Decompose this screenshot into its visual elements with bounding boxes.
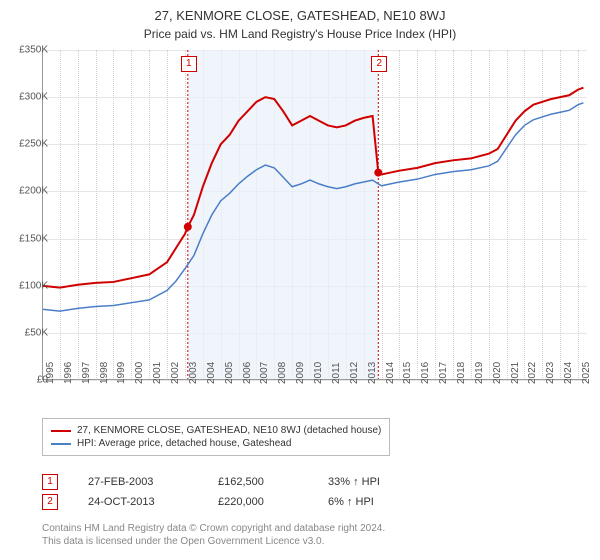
- y-tick-label: £150K: [19, 233, 48, 244]
- y-tick-label: £200K: [19, 186, 48, 197]
- x-tick-label: 2023: [545, 362, 556, 384]
- sale-date-2: 24-OCT-2013: [88, 496, 188, 508]
- x-tick-label: 2017: [438, 362, 449, 384]
- y-tick-label: £350K: [19, 45, 48, 56]
- sale-date-1: 27-FEB-2003: [88, 476, 188, 488]
- chart-title: 27, KENMORE CLOSE, GATESHEAD, NE10 8WJ: [0, 0, 600, 23]
- x-tick-label: 2022: [527, 362, 538, 384]
- x-tick-label: 2016: [420, 362, 431, 384]
- legend-item: 27, KENMORE CLOSE, GATESHEAD, NE10 8WJ (…: [51, 425, 381, 436]
- plot-area: 12: [42, 50, 587, 380]
- x-tick-label: 2024: [563, 362, 574, 384]
- x-tick-label: 2006: [242, 362, 253, 384]
- x-tick-label: 1995: [45, 362, 56, 384]
- x-tick-label: 2020: [492, 362, 503, 384]
- footer-line-2: This data is licensed under the Open Gov…: [42, 535, 385, 548]
- x-tick-label: 2010: [313, 362, 324, 384]
- sale-marker-2: 2: [42, 494, 58, 510]
- legend-label-1: HPI: Average price, detached house, Gate…: [77, 438, 291, 449]
- x-tick-label: 2009: [295, 362, 306, 384]
- sale-price-1: £162,500: [218, 476, 298, 488]
- x-tick-label: 2019: [474, 362, 485, 384]
- sale-price-2: £220,000: [218, 496, 298, 508]
- footer-line-1: Contains HM Land Registry data © Crown c…: [42, 522, 385, 535]
- sale-marker-box-2: 2: [371, 56, 387, 72]
- chart-subtitle: Price paid vs. HM Land Registry's House …: [0, 23, 600, 45]
- legend-label-0: 27, KENMORE CLOSE, GATESHEAD, NE10 8WJ (…: [77, 425, 381, 436]
- x-tick-label: 1999: [116, 362, 127, 384]
- chart-container: 27, KENMORE CLOSE, GATESHEAD, NE10 8WJ P…: [0, 0, 600, 560]
- x-tick-label: 2014: [385, 362, 396, 384]
- x-tick-label: 2001: [152, 362, 163, 384]
- svg-layer: [42, 50, 587, 380]
- sale-pct-1: 33% ↑ HPI: [328, 476, 418, 488]
- x-tick-label: 2018: [456, 362, 467, 384]
- legend-swatch-0: [51, 430, 71, 432]
- x-tick-label: 2002: [170, 362, 181, 384]
- x-tick-label: 2012: [349, 362, 360, 384]
- x-tick-label: 2025: [581, 362, 592, 384]
- sale-pct-2: 6% ↑ HPI: [328, 496, 418, 508]
- y-tick-label: £250K: [19, 139, 48, 150]
- x-tick-label: 2011: [331, 362, 342, 384]
- legend: 27, KENMORE CLOSE, GATESHEAD, NE10 8WJ (…: [42, 418, 390, 456]
- x-tick-label: 2021: [510, 362, 521, 384]
- y-tick-label: £100K: [19, 280, 48, 291]
- x-tick-label: 2013: [367, 362, 378, 384]
- y-tick-label: £50K: [25, 327, 48, 338]
- x-tick-label: 1998: [99, 362, 110, 384]
- x-tick-label: 1997: [81, 362, 92, 384]
- x-tick-label: 2005: [224, 362, 235, 384]
- y-tick-label: £300K: [19, 92, 48, 103]
- sale-marker-box-1: 1: [181, 56, 197, 72]
- legend-item: HPI: Average price, detached house, Gate…: [51, 438, 381, 449]
- sales-row: 2 24-OCT-2013 £220,000 6% ↑ HPI: [42, 494, 418, 510]
- x-tick-label: 2008: [277, 362, 288, 384]
- footer: Contains HM Land Registry data © Crown c…: [42, 522, 385, 548]
- sale-marker-1: 1: [42, 474, 58, 490]
- x-tick-label: 2007: [259, 362, 270, 384]
- legend-swatch-1: [51, 443, 71, 445]
- x-tick-label: 2000: [134, 362, 145, 384]
- x-tick-label: 2015: [402, 362, 413, 384]
- sales-table: 1 27-FEB-2003 £162,500 33% ↑ HPI 2 24-OC…: [42, 470, 418, 514]
- x-tick-label: 2004: [206, 362, 217, 384]
- x-tick-label: 2003: [188, 362, 199, 384]
- sales-row: 1 27-FEB-2003 £162,500 33% ↑ HPI: [42, 474, 418, 490]
- x-tick-label: 1996: [63, 362, 74, 384]
